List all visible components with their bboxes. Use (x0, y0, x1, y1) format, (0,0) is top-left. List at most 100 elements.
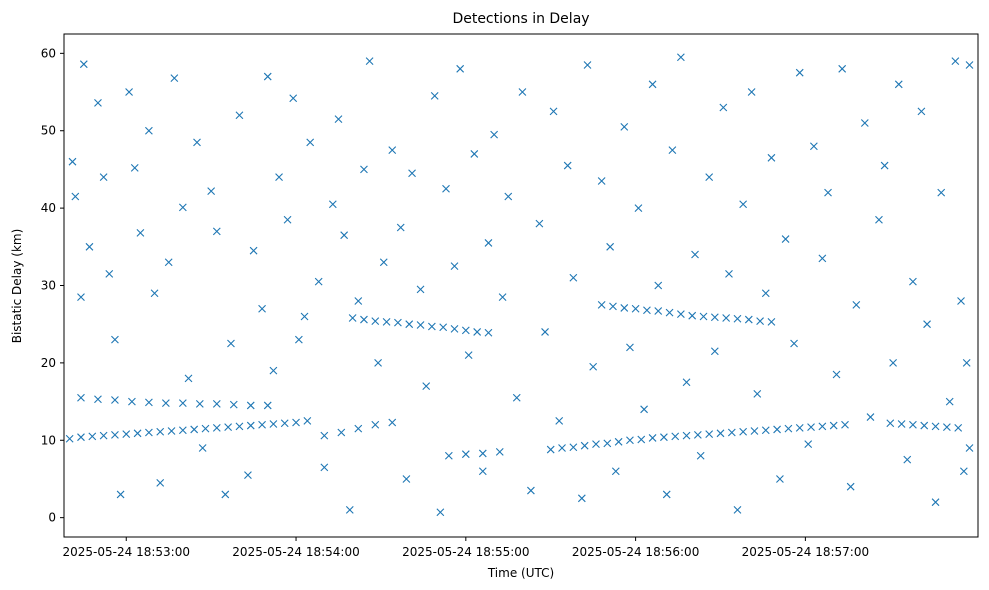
scatter-point (408, 169, 416, 178)
scatter-point (693, 430, 702, 439)
plot-frame (63, 33, 979, 538)
scatter-point (634, 204, 643, 213)
scatter-point (280, 419, 289, 428)
scatter-point (962, 358, 971, 367)
x-tick-label: 2025-05-24 18:55:00 (402, 545, 529, 559)
scatter-point (931, 422, 940, 431)
scatter-point (464, 351, 473, 360)
scatter-point (263, 72, 272, 81)
scatter-point (111, 396, 119, 404)
data-points (65, 53, 974, 517)
scatter-point (77, 293, 85, 301)
scatter-point (739, 427, 748, 436)
scatter-point (201, 424, 210, 433)
scatter-point (178, 399, 187, 408)
y-tick-label: 0 (48, 511, 56, 525)
scatter-point (221, 490, 230, 499)
scatter-point (416, 321, 425, 329)
scatter-point (461, 326, 470, 335)
y-tick-label: 20 (41, 356, 56, 370)
scatter-point (761, 289, 770, 298)
scatter-point (824, 188, 832, 197)
scatter-point (484, 239, 493, 247)
scatter-point (300, 312, 309, 321)
scatter-point (504, 192, 513, 201)
scatter-point (170, 74, 179, 82)
scatter-point (654, 307, 663, 315)
scatter-point (710, 347, 719, 356)
scatter-point (442, 184, 450, 193)
scatter-point (77, 433, 85, 442)
scatter-point (212, 227, 221, 236)
scatter-point (235, 111, 244, 120)
scatter-point (130, 163, 139, 172)
scatter-point (580, 441, 589, 450)
scatter-point (354, 424, 363, 433)
scatter-point (563, 161, 572, 170)
scatter-point (804, 440, 813, 449)
y-tick-label: 60 (41, 46, 56, 60)
scatter-point (897, 420, 906, 428)
scatter-point (682, 431, 691, 440)
scatter-point (725, 270, 733, 278)
scatter-point (549, 107, 558, 116)
scatter-point (402, 475, 411, 483)
scatter-point (229, 400, 238, 409)
scatter-point (246, 401, 255, 410)
scatter-point (195, 400, 204, 408)
scatter-point (405, 320, 414, 329)
scatter-point (648, 80, 657, 89)
scatter-point (498, 293, 507, 301)
scatter-point (965, 61, 974, 69)
scatter-point (145, 126, 153, 135)
scatter-point (546, 445, 555, 454)
scatter-point (773, 425, 781, 434)
scatter-point (809, 142, 818, 151)
scatter-point (227, 339, 235, 348)
scatter-point (207, 187, 216, 195)
scatter-point (875, 215, 883, 224)
scatter-point (894, 80, 903, 89)
scatter-point (705, 173, 714, 182)
scatter-point (555, 417, 564, 425)
scatter-point (626, 343, 634, 352)
scatter-point (306, 138, 315, 147)
scatter-point (597, 300, 606, 309)
scatter-point (662, 490, 671, 499)
scatter-point (609, 302, 617, 311)
scatter-point (603, 439, 612, 448)
scatter-point (923, 320, 931, 329)
scatter-point (676, 53, 685, 62)
scatter-point (337, 428, 346, 437)
scatter-point (620, 122, 629, 131)
scatter-point (668, 146, 677, 154)
scatter-point (583, 61, 592, 69)
scatter-point (427, 322, 436, 331)
scatter-point (832, 370, 841, 379)
scatter-point (951, 57, 960, 65)
scatter-point (512, 393, 521, 402)
scatter-point (111, 430, 119, 439)
scatter-point (558, 444, 566, 452)
scatter-point (739, 200, 748, 209)
scatter-point (360, 315, 368, 324)
scatter-point (637, 435, 646, 444)
scatter-point (85, 242, 94, 251)
scatter-point (478, 467, 487, 476)
scatter-point (699, 312, 708, 321)
scatter-point (122, 430, 131, 438)
scatter-point (643, 306, 651, 315)
scatter-point (860, 119, 869, 127)
chart-title: Detections in Delay (452, 11, 589, 27)
scatter-point (818, 422, 827, 431)
scatter-point (190, 425, 199, 434)
scatter-point (640, 405, 648, 414)
scatter-point (105, 270, 114, 278)
scatter-point (676, 310, 685, 319)
scatter-point (360, 165, 368, 174)
y-tick-label: 40 (41, 201, 56, 215)
scatter-point (354, 297, 363, 305)
scatter-point (198, 444, 207, 452)
scatter-point (756, 317, 764, 325)
scatter-point (829, 421, 838, 430)
